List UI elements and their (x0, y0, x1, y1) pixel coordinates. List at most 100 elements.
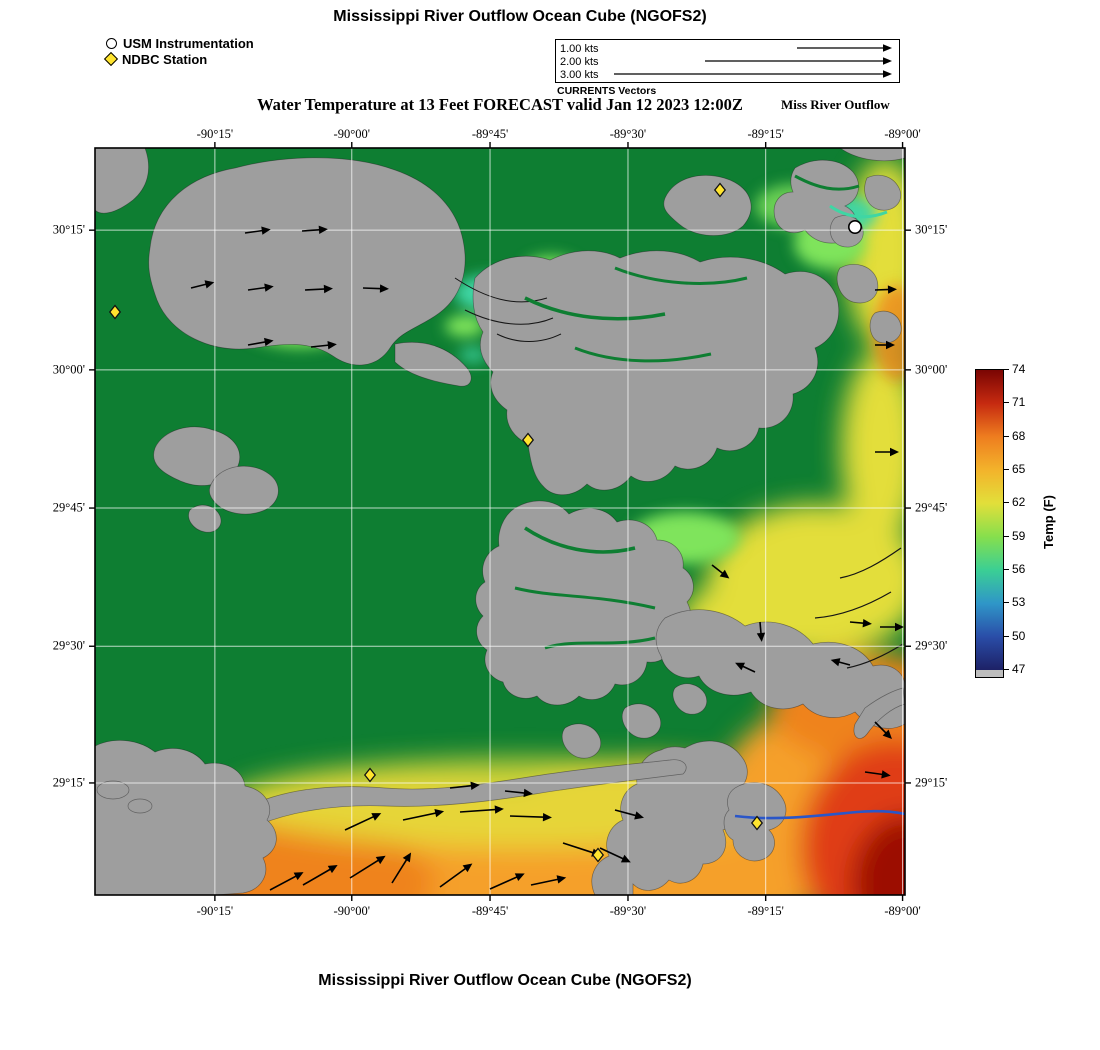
colorbar-tick-mark (1004, 402, 1009, 404)
scale-arrow-head (883, 44, 892, 52)
current-vector-arrow (735, 662, 756, 673)
colorbar-tick-mark (1004, 469, 1009, 470)
ndbc-station-marker (363, 767, 377, 783)
x-tick-label-bottom: -90°15' (196, 904, 234, 918)
usm-legend-label: USM Instrumentation (123, 35, 254, 51)
current-vector-arrow (599, 847, 631, 863)
colorbar-tick-label: 65 (1012, 462, 1026, 476)
colorbar-tick-label: 47 (1012, 662, 1026, 676)
current-vector-arrow (439, 863, 473, 888)
current-vector-arrow (304, 284, 333, 294)
currents-vectors-caption: CURRENTS Vectors (557, 85, 657, 97)
x-tick-label-bottom: -90°00' (333, 904, 370, 918)
land-masses (95, 148, 905, 895)
current-vector-arrow (880, 622, 904, 632)
scale-arrow-head (883, 70, 892, 78)
current-vector-arrow (349, 855, 386, 879)
x-tick-label-top: -89°30' (609, 127, 647, 141)
graticule (95, 148, 905, 895)
region-label: Miss River Outflow (781, 97, 890, 112)
x-tick-label-top: -90°15' (196, 127, 234, 141)
current-vector-arrow (459, 805, 504, 814)
x-tick-label-top: -89°45' (471, 127, 509, 141)
current-vector-arrow (504, 788, 533, 798)
y-tick-label-right: 29°30' (915, 638, 948, 653)
current-vector-arrow (402, 809, 445, 821)
colorbar-tick-mark (1004, 669, 1009, 670)
current-vector-arrow (344, 813, 382, 831)
colorbar-tick-label: 62 (1012, 495, 1026, 510)
ndbc-station-marker (750, 815, 764, 831)
current-vector-arrow (830, 658, 851, 667)
y-tick-label-right: 29°45' (915, 500, 948, 515)
colorbar-tick-mark (1004, 602, 1009, 604)
river-channels (454, 174, 905, 820)
x-tick-label-top: -89°00' (884, 127, 921, 141)
current-vector-arrow (449, 781, 480, 790)
station-legend: USM Instrumentation NDBC Station (103, 35, 254, 67)
current-vector-arrow (362, 284, 389, 293)
y-tick-label-left: 30°00' (52, 362, 85, 377)
forecast-map (89, 142, 911, 901)
x-tick-label-bottom: -89°30' (609, 904, 647, 918)
colorbar-under-range (976, 670, 1003, 677)
forecast-subtitle: Water Temperature at 13 Feet FORECAST va… (257, 95, 743, 114)
scale-speed-label: 2.00 kts (560, 56, 599, 68)
current-vector-arrow (614, 809, 644, 820)
y-tick-label-right: 30°00' (915, 362, 948, 377)
colorbar-tick-label: 56 (1012, 562, 1026, 576)
usm-marker-icon (106, 37, 117, 49)
scale-speed-label: 1.00 kts (560, 43, 599, 55)
colorbar-tick-mark (1004, 502, 1009, 504)
y-tick-label-right: 29°15' (915, 775, 948, 790)
x-tick-label-top: -90°00' (333, 127, 370, 141)
x-tick-label-bottom: -89°00' (884, 904, 921, 918)
usm-station-marker (847, 220, 862, 235)
ndbc-station-marker (108, 304, 122, 320)
current-vector-arrow (244, 226, 271, 235)
colorbar-gradient (976, 370, 1003, 670)
current-vector-arrow (864, 770, 891, 779)
current-vector-arrow (874, 285, 897, 294)
current-vector-arrow (874, 721, 892, 739)
current-vector-arrow (530, 875, 567, 886)
current-vector-arrow (301, 225, 328, 235)
map-frame (89, 142, 911, 901)
current-vector-arrow (875, 447, 899, 457)
scale-arrow-head (883, 57, 892, 65)
current-vector-arrow (190, 280, 215, 289)
colorbar-tick-mark (1004, 435, 1009, 437)
current-vectors-layer (190, 225, 904, 891)
y-tick-label-left: 30°15' (52, 222, 85, 237)
ndbc-station-marker (591, 847, 605, 863)
legend-row-usm: USM Instrumentation (106, 35, 254, 51)
colorbar-tick-mark (1004, 569, 1009, 570)
current-vector-arrow (310, 341, 337, 350)
colorbar-tick-mark (1004, 535, 1009, 537)
current-vector-arrow (711, 564, 730, 579)
current-vector-arrow (391, 852, 412, 884)
scale-speed-label: 3.00 kts (560, 69, 599, 81)
colorbar-tick-label: 71 (1012, 395, 1026, 410)
current-vector-arrow (875, 340, 895, 350)
current-vector-arrow (302, 865, 338, 886)
y-tick-label-left: 29°30' (52, 638, 85, 653)
ndbc-station-marker (713, 182, 727, 198)
legend-row-ndbc: NDBC Station (103, 51, 254, 67)
current-vector-arrow (756, 621, 766, 642)
current-vector-arrow (247, 283, 274, 292)
x-tick-label-bottom: -89°15' (747, 904, 784, 918)
stations-layer (108, 182, 862, 863)
y-tick-label-left: 29°15' (52, 775, 85, 790)
colorbar-tick-label: 68 (1012, 428, 1026, 443)
colorbar-tick-label: 50 (1012, 628, 1026, 643)
x-tick-label-top: -89°15' (747, 127, 784, 141)
footer-title: Mississippi River Outflow Ocean Cube (NG… (318, 972, 692, 989)
colorbar-tick-label: 59 (1012, 528, 1026, 543)
current-vector-arrow (489, 873, 525, 890)
ndbc-legend-label: NDBC Station (122, 51, 208, 67)
y-tick-label-right: 30°15' (915, 222, 948, 237)
colorbar-title: Temp (F) (1041, 495, 1056, 549)
